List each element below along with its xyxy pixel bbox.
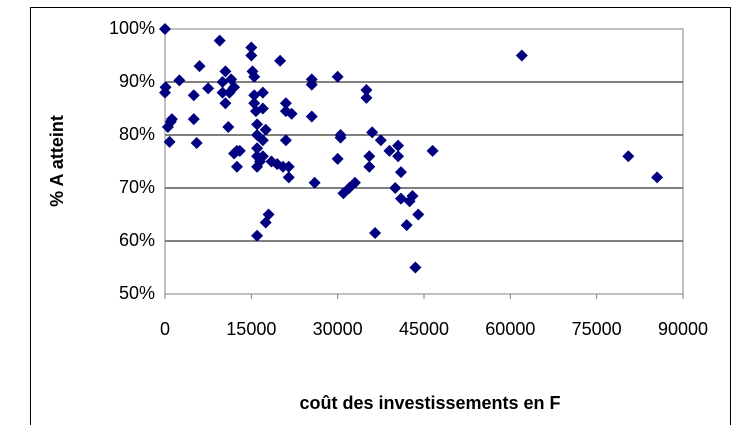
data-point [259,123,272,136]
y-tick-label: 90% [119,71,155,91]
data-point [363,150,376,163]
data-point [256,102,269,115]
data-point [331,152,344,165]
x-axis-title: coût des investissements en F [299,393,560,413]
x-tick-label: 90000 [658,319,708,339]
data-point [282,171,295,184]
x-tick-label: 0 [160,319,170,339]
data-point [374,134,387,147]
data-point [256,150,269,163]
data-point [251,118,264,131]
data-point [363,160,376,173]
data-point [285,107,298,120]
y-tick-label: 100% [109,18,155,38]
data-point [173,74,186,87]
data-point [409,261,422,274]
data-point [406,189,419,202]
data-point [274,54,287,67]
data-point [165,113,178,126]
data-point [369,227,382,240]
data-point [426,144,439,157]
data-point [256,134,269,147]
data-point [245,41,258,54]
data-point [400,219,413,232]
y-axis-title: % A atteint [47,115,67,207]
data-point [622,150,635,163]
data-point [282,160,295,173]
data-point [248,89,261,102]
data-point [383,144,396,157]
x-tick-label: 15000 [226,319,276,339]
data-point [216,86,229,99]
data-point [651,171,664,184]
data-point [262,208,275,221]
data-point [256,86,269,99]
data-point [230,160,243,173]
data-point [515,49,528,62]
data-point [187,113,200,126]
data-point [279,134,292,147]
x-tick-label: 60000 [485,319,535,339]
x-tick-label: 45000 [399,319,449,339]
plot-border [164,28,684,295]
data-point [245,49,258,62]
data-point [248,70,261,83]
data-point [228,81,241,94]
data-point [219,97,232,110]
data-point [394,166,407,179]
data-point [334,131,347,144]
data-point [360,91,373,104]
data-point [279,97,292,110]
x-tick-label: 30000 [313,319,363,339]
data-point [251,229,264,242]
data-point [366,126,379,139]
data-point [219,65,232,78]
data-point [412,208,425,221]
y-tick-label: 60% [119,230,155,250]
data-point [389,182,402,194]
data-point [187,89,200,102]
chart-frame [30,7,731,430]
y-tick-label: 80% [119,124,155,144]
data-point [251,142,264,155]
data-point [331,70,344,83]
data-point [190,136,203,149]
data-point [305,110,318,123]
data-point [348,176,361,189]
y-tick-label: 70% [119,177,155,197]
data-point [392,139,405,152]
data-point [360,83,373,96]
data-point [159,81,172,94]
data-point [392,150,405,163]
data-point [193,60,206,73]
data-point [159,23,171,35]
y-tick-label: 50% [119,283,155,303]
data-point [163,135,176,148]
data-point [233,144,246,157]
data-point [308,176,321,189]
data-point [248,97,261,110]
x-tick-label: 75000 [572,319,622,339]
data-point [222,121,235,134]
data-point [305,73,318,86]
data-point [213,34,226,47]
data-point [202,82,215,95]
